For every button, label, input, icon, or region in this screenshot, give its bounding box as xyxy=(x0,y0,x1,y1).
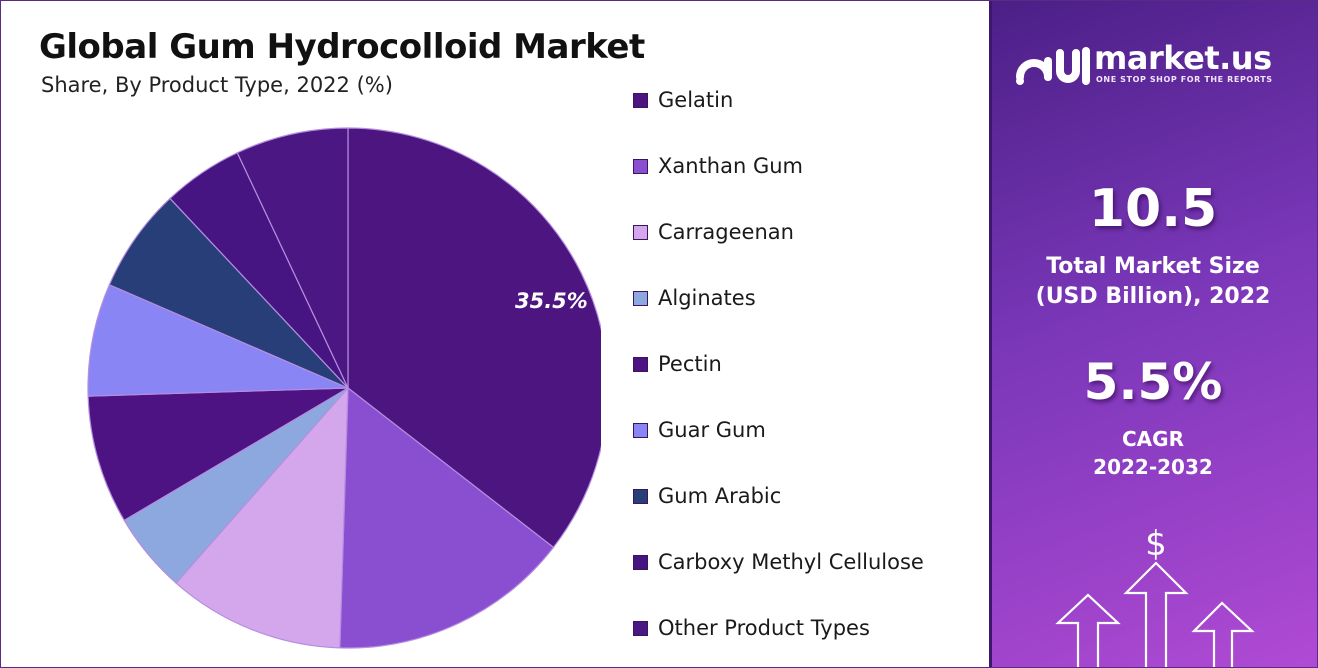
market-size-value: 10.5 xyxy=(1088,179,1218,239)
legend-item: Gum Arabic xyxy=(633,481,781,511)
chart-panel: Global Gum Hydrocolloid Market Share, By… xyxy=(1,1,989,667)
market-us-logo-icon xyxy=(1016,47,1090,85)
cagr-value: 5.5% xyxy=(1083,353,1223,411)
market-size-label-line1: Total Market Size xyxy=(1046,254,1260,279)
legend-label: Carrageenan xyxy=(658,220,794,244)
chart-subtitle: Share, By Product Type, 2022 (%) xyxy=(41,73,393,97)
legend-swatch xyxy=(633,92,648,108)
legend-item: Gelatin xyxy=(633,85,733,115)
legend-label: Gum Arabic xyxy=(658,484,782,508)
legend-swatch xyxy=(633,356,648,372)
legend-item: Other Product Types xyxy=(633,613,870,643)
pie-slice-gelatin xyxy=(347,127,601,549)
pie-chart: 35.5% xyxy=(87,127,601,649)
legend-item: Alginates xyxy=(633,283,756,313)
legend-item: Carboxy Methyl Cellulose xyxy=(633,547,924,577)
legend-swatch xyxy=(633,158,648,174)
pie-slice-carrageenan xyxy=(175,386,349,649)
legend-label: Other Product Types xyxy=(658,616,870,640)
legend-item: Carrageenan xyxy=(633,217,794,247)
summary-panel: market.us ONE STOP SHOP FOR THE REPORTS … xyxy=(989,1,1317,667)
pie-slice-other-product-types xyxy=(236,127,349,389)
cagr-label-line1: CAGR xyxy=(1122,427,1184,451)
legend-label: Carboxy Methyl Cellulose xyxy=(658,550,924,574)
legend-label: Alginates xyxy=(658,286,756,310)
legend-label: Xanthan Gum xyxy=(658,154,804,178)
pie-data-label: 35.5% xyxy=(515,289,588,313)
legend-swatch xyxy=(633,290,648,306)
legend-swatch xyxy=(633,422,648,438)
cagr-label-line2: 2022-2032 xyxy=(1093,455,1213,479)
legend-item: Guar Gum xyxy=(633,415,766,445)
legend-swatch xyxy=(633,488,648,504)
market-size-label-line2: (USD Billion), 2022 xyxy=(1035,284,1271,309)
pie-slice-pectin xyxy=(87,387,349,522)
brand-tagline: ONE STOP SHOP FOR THE REPORTS xyxy=(1096,75,1273,84)
legend-item: Xanthan Gum xyxy=(633,151,803,181)
chart-title: Global Gum Hydrocolloid Market xyxy=(39,27,645,67)
legend-swatch xyxy=(633,224,648,240)
pie-slice-guar-gum xyxy=(87,283,349,397)
growth-arrows-icon: $ xyxy=(1055,524,1255,667)
brand-logo: market.us ONE STOP SHOP FOR THE REPORTS xyxy=(1014,39,1304,89)
legend-swatch xyxy=(633,620,648,636)
legend-item: Pectin xyxy=(633,349,722,379)
legend-label: Pectin xyxy=(658,352,722,376)
pie-slice-xanthan-gum xyxy=(339,386,555,649)
legend-swatch xyxy=(633,554,648,570)
legend-label: Guar Gum xyxy=(658,418,766,442)
dollar-sign-icon: $ xyxy=(1145,524,1167,564)
brand-name: market.us xyxy=(1094,39,1272,77)
legend-label: Gelatin xyxy=(658,88,734,112)
